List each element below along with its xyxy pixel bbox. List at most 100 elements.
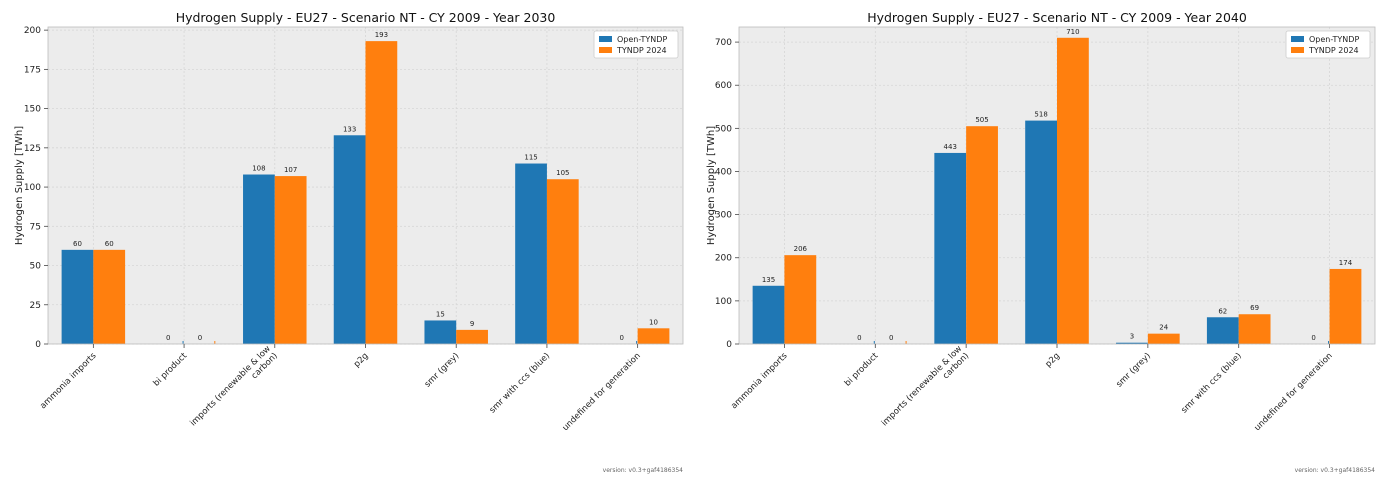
bar-tyndp-2024 bbox=[784, 255, 817, 344]
data-label: 9 bbox=[470, 320, 474, 328]
bar-open-tyndp bbox=[934, 152, 967, 344]
legend-swatch bbox=[1291, 36, 1304, 42]
x-tick-label-line: bi product bbox=[843, 351, 881, 389]
chart-2040: 135 0 443 518 3 62 0 206 0 505 710 24 69 174 0 100 200 30… bbox=[706, 10, 1376, 474]
y-tick-label: 25 bbox=[30, 301, 41, 311]
x-tick-label: undefined for generation bbox=[1253, 351, 1335, 433]
y-tick-label: 700 bbox=[715, 38, 732, 48]
y-tick-label: 600 bbox=[715, 81, 732, 91]
x-tick-label-line: ammonia imports bbox=[729, 351, 790, 412]
y-tick-label: 50 bbox=[30, 262, 42, 272]
y-tick-label: 200 bbox=[24, 26, 41, 36]
data-label: 115 bbox=[524, 154, 537, 162]
data-label: 505 bbox=[975, 116, 988, 124]
x-tick-label: bi product bbox=[152, 351, 190, 389]
data-label: 0 bbox=[198, 334, 202, 342]
data-label: 62 bbox=[1218, 307, 1227, 315]
y-tick-label: 150 bbox=[24, 105, 41, 115]
y-tick-label: 125 bbox=[24, 144, 41, 154]
legend: Open-TYNDP TYNDP 2024 bbox=[1285, 30, 1371, 59]
x-tick-label-line: undefined for generation bbox=[1253, 351, 1335, 433]
data-label: 135 bbox=[762, 276, 775, 284]
data-label: 0 bbox=[620, 334, 624, 342]
data-label: 15 bbox=[436, 310, 445, 318]
x-tick-label: undefined for generation bbox=[561, 351, 643, 433]
bar-tyndp-2024 bbox=[456, 329, 488, 344]
data-label: 0 bbox=[857, 334, 861, 342]
x-tick-label: smr with ccs (blue) bbox=[1179, 351, 1243, 415]
legend-swatch bbox=[599, 36, 612, 42]
legend-label: Open-TYNDP bbox=[617, 35, 667, 44]
version-footnote: version: v0.3+gaf4186354 bbox=[1295, 467, 1376, 474]
legend-label: TYNDP 2024 bbox=[616, 46, 667, 55]
legend: Open-TYNDP TYNDP 2024 bbox=[593, 30, 679, 59]
data-label: 105 bbox=[556, 169, 569, 177]
x-tick-label-line: smr (grey) bbox=[1114, 351, 1153, 390]
bar-tyndp-2024 bbox=[1057, 37, 1089, 344]
data-label: 0 bbox=[889, 334, 893, 342]
version-footnote: version: v0.3+gaf4186354 bbox=[603, 467, 684, 474]
bar-open-tyndp bbox=[333, 135, 366, 344]
data-label: 133 bbox=[343, 125, 356, 133]
data-label: 174 bbox=[1339, 259, 1353, 267]
x-tick-label-line: imports (renewable & low bbox=[188, 344, 272, 428]
bar-tyndp-2024 bbox=[365, 41, 398, 344]
y-tick-label: 100 bbox=[715, 297, 732, 307]
data-label: 206 bbox=[794, 245, 808, 253]
legend-box bbox=[1285, 30, 1371, 59]
bar-tyndp-2024 bbox=[1238, 314, 1271, 344]
bar-tyndp-2024 bbox=[1329, 268, 1362, 344]
data-label: 69 bbox=[1250, 304, 1259, 312]
chart-2030: 6001081331511506001071939105100255075100… bbox=[14, 10, 684, 474]
x-tick-label-line: p2g bbox=[352, 351, 371, 370]
y-axis-label: Hydrogen Supply [TWh] bbox=[706, 126, 717, 245]
data-label: 107 bbox=[284, 166, 297, 174]
data-label: 60 bbox=[105, 240, 114, 248]
y-tick-label: 500 bbox=[715, 124, 732, 134]
legend-box bbox=[593, 30, 679, 59]
bar-open-tyndp bbox=[243, 174, 275, 344]
bar-open-tyndp bbox=[1116, 342, 1148, 344]
x-tick-label: ammonia imports bbox=[729, 351, 790, 412]
x-tick-label-line: smr with ccs (blue) bbox=[488, 351, 552, 415]
data-label: 10 bbox=[649, 318, 658, 326]
data-label: 0 bbox=[166, 334, 170, 342]
x-tick-label-line: smr (grey) bbox=[423, 351, 462, 390]
data-label: 60 bbox=[73, 240, 82, 248]
x-tick-label: p2g bbox=[1044, 351, 1063, 370]
y-tick-label: 100 bbox=[24, 183, 41, 193]
y-tick-label: 400 bbox=[715, 167, 732, 177]
chart-title: Hydrogen Supply - EU27 - Scenario NT - C… bbox=[176, 10, 556, 25]
data-label: 24 bbox=[1159, 324, 1168, 332]
legend-swatch bbox=[599, 47, 612, 53]
x-tick-label-line: smr with ccs (blue) bbox=[1179, 351, 1243, 415]
x-tick-label: smr with ccs (blue) bbox=[488, 351, 552, 415]
bar-open-tyndp bbox=[424, 320, 457, 344]
data-label: 518 bbox=[1034, 111, 1047, 119]
data-label: 3 bbox=[1130, 333, 1134, 341]
x-tick-label: ammonia imports bbox=[38, 351, 99, 412]
bar-open-tyndp bbox=[1025, 120, 1057, 344]
legend-label: Open-TYNDP bbox=[1309, 35, 1359, 44]
bar-tyndp-2024 bbox=[274, 176, 307, 344]
bar-tyndp-2024 bbox=[546, 179, 579, 344]
y-tick-label: 300 bbox=[715, 211, 732, 221]
chart-title: Hydrogen Supply - EU27 - Scenario NT - C… bbox=[867, 10, 1247, 25]
legend-swatch bbox=[1291, 47, 1304, 53]
bar-open-tyndp bbox=[61, 249, 94, 344]
y-tick-label: 0 bbox=[35, 340, 41, 350]
bar-tyndp-2024 bbox=[93, 249, 126, 344]
y-tick-label: 175 bbox=[24, 65, 41, 75]
data-label: 108 bbox=[252, 165, 265, 173]
x-tick-label: smr (grey) bbox=[423, 351, 462, 390]
y-tick-label: 0 bbox=[726, 340, 732, 350]
data-label: 710 bbox=[1066, 28, 1079, 36]
bar-open-tyndp bbox=[515, 163, 547, 344]
x-tick-label-line: undefined for generation bbox=[561, 351, 643, 433]
bar-tyndp-2024 bbox=[1147, 333, 1180, 344]
x-tick-label-line: ammonia imports bbox=[38, 351, 99, 412]
bar-open-tyndp bbox=[1206, 317, 1239, 344]
y-tick-label: 200 bbox=[715, 254, 732, 264]
x-tick-label: bi product bbox=[843, 351, 881, 389]
